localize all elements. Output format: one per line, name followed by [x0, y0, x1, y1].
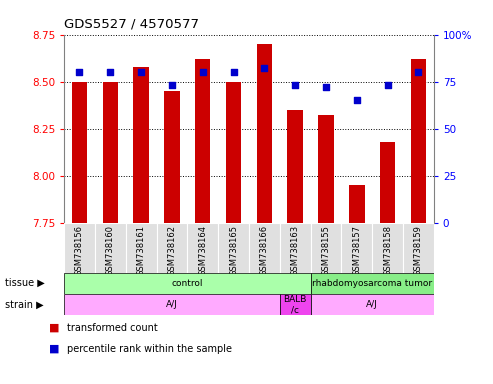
Bar: [195, 59, 211, 223]
Text: GSM738160: GSM738160: [106, 225, 115, 276]
Bar: [318, 116, 334, 223]
Text: GSM738166: GSM738166: [260, 225, 269, 276]
Text: GSM738164: GSM738164: [198, 225, 207, 276]
Text: GSM738159: GSM738159: [414, 225, 423, 276]
FancyBboxPatch shape: [218, 223, 249, 273]
Point: [106, 69, 114, 75]
Text: GDS5527 / 4570577: GDS5527 / 4570577: [64, 18, 199, 31]
Bar: [134, 66, 149, 223]
FancyBboxPatch shape: [311, 223, 341, 273]
FancyBboxPatch shape: [341, 223, 372, 273]
Text: A/J: A/J: [366, 300, 378, 309]
Text: BALB
/c: BALB /c: [283, 295, 307, 314]
Text: ■: ■: [49, 344, 60, 354]
Point: [75, 69, 83, 75]
Text: percentile rank within the sample: percentile rank within the sample: [67, 344, 232, 354]
Bar: [287, 110, 303, 223]
Text: GSM738161: GSM738161: [137, 225, 145, 276]
Point: [260, 65, 268, 71]
Point: [199, 69, 207, 75]
Text: GSM738157: GSM738157: [352, 225, 361, 276]
Text: control: control: [172, 279, 203, 288]
Bar: [226, 82, 241, 223]
Text: transformed count: transformed count: [67, 323, 157, 333]
Bar: [311, 273, 434, 294]
FancyBboxPatch shape: [403, 223, 434, 273]
Point: [137, 69, 145, 75]
Bar: [64, 273, 311, 294]
Bar: [103, 82, 118, 223]
FancyBboxPatch shape: [95, 223, 126, 273]
Point: [168, 82, 176, 88]
Point: [230, 69, 238, 75]
Text: rhabdomyosarcoma tumor: rhabdomyosarcoma tumor: [312, 279, 432, 288]
Point: [415, 69, 423, 75]
Text: GSM738163: GSM738163: [291, 225, 300, 276]
FancyBboxPatch shape: [280, 223, 311, 273]
Point: [322, 84, 330, 90]
Point: [384, 82, 391, 88]
Bar: [349, 185, 364, 223]
Text: GSM738162: GSM738162: [168, 225, 176, 276]
FancyBboxPatch shape: [249, 223, 280, 273]
Text: GSM738156: GSM738156: [75, 225, 84, 276]
FancyBboxPatch shape: [372, 223, 403, 273]
Bar: [380, 142, 395, 223]
Bar: [311, 294, 434, 315]
Text: GSM738158: GSM738158: [383, 225, 392, 276]
Text: GSM738165: GSM738165: [229, 225, 238, 276]
Text: tissue ▶: tissue ▶: [5, 278, 45, 288]
FancyBboxPatch shape: [187, 223, 218, 273]
Bar: [72, 82, 87, 223]
FancyBboxPatch shape: [126, 223, 157, 273]
Bar: [280, 294, 311, 315]
FancyBboxPatch shape: [64, 223, 95, 273]
Text: GSM738155: GSM738155: [321, 225, 330, 276]
Text: A/J: A/J: [166, 300, 178, 309]
Bar: [257, 44, 272, 223]
Text: ■: ■: [49, 323, 60, 333]
Point: [291, 82, 299, 88]
Bar: [411, 59, 426, 223]
Bar: [164, 91, 179, 223]
Bar: [64, 294, 280, 315]
Point: [353, 98, 361, 104]
FancyBboxPatch shape: [157, 223, 187, 273]
Text: strain ▶: strain ▶: [5, 299, 43, 310]
